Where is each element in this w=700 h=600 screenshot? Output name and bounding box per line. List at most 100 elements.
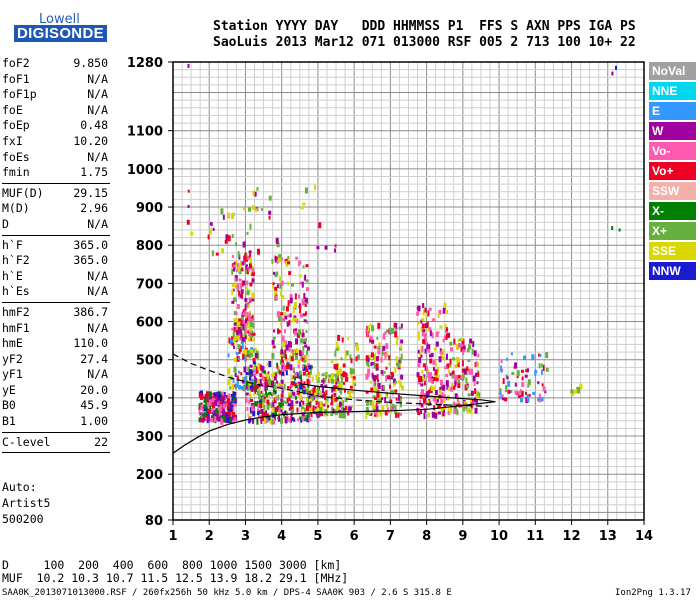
echo-point <box>254 387 257 393</box>
param-name: foF1 <box>2 71 30 86</box>
echo-point <box>232 377 235 383</box>
param-value: 1.75 <box>80 165 108 180</box>
echo-point <box>432 366 435 371</box>
param-value: 10.20 <box>73 133 108 148</box>
echo-point <box>239 293 242 298</box>
echo-point <box>321 387 324 394</box>
echo-point <box>440 353 444 359</box>
echo-point <box>500 394 504 400</box>
echo-point <box>382 335 386 340</box>
echo-point <box>253 369 256 373</box>
echo-point <box>302 371 306 376</box>
echo-point <box>300 338 304 344</box>
echo-point <box>537 381 540 385</box>
echo-point <box>473 382 476 387</box>
echo-point <box>449 407 452 414</box>
echo-point <box>299 384 303 390</box>
echo-point <box>260 390 263 394</box>
echo-point <box>424 409 427 413</box>
echo-point <box>430 385 433 392</box>
echo-point <box>577 387 581 394</box>
echo-point <box>516 391 520 396</box>
legend-item: NNW <box>649 262 696 280</box>
echo-point <box>291 349 295 353</box>
echo-point <box>470 390 474 396</box>
echo-point <box>456 361 460 367</box>
echo-point <box>306 320 309 324</box>
param-row: hmE 110.0 <box>2 336 108 352</box>
echo-point <box>439 379 443 386</box>
echo-point <box>298 262 301 267</box>
echo-point <box>371 361 375 365</box>
echo-point <box>234 373 237 378</box>
echo-point <box>289 364 293 371</box>
echo-point <box>321 373 325 377</box>
echo-point <box>384 331 387 336</box>
echo-point <box>246 290 250 296</box>
echo-point <box>540 397 543 403</box>
echo-point <box>284 410 287 415</box>
echo-point <box>248 250 252 254</box>
echo-point <box>334 244 337 248</box>
echo-point <box>297 364 300 369</box>
echo-point <box>420 319 423 324</box>
echo-point <box>417 363 421 368</box>
echo-point <box>249 258 252 265</box>
echo-point <box>254 373 257 377</box>
echo-point <box>437 312 440 318</box>
echo-point <box>271 402 275 408</box>
echo-point <box>282 305 285 311</box>
echo-point <box>238 278 242 282</box>
echo-point <box>305 264 309 268</box>
echo-point <box>230 339 234 345</box>
echo-point <box>450 386 454 392</box>
echo-point <box>287 261 291 265</box>
param-name: C-level <box>2 434 51 449</box>
echo-point <box>303 413 306 419</box>
echo-point <box>254 352 258 358</box>
echo-point <box>240 282 243 289</box>
echo-point <box>457 357 460 363</box>
echo-point <box>227 353 230 358</box>
echo-point <box>302 265 305 269</box>
echo-point <box>331 406 334 412</box>
param-row: foEp 0.48 <box>2 118 108 134</box>
param-value: N/A <box>87 87 108 102</box>
echo-point <box>211 415 215 419</box>
echo-point <box>344 388 347 393</box>
echo-point <box>476 395 479 400</box>
echo-point <box>186 219 190 225</box>
echo-point <box>432 359 436 365</box>
echo-point <box>278 409 281 416</box>
echo-point <box>307 384 310 389</box>
echo-point <box>457 342 460 348</box>
echo-point <box>442 338 445 343</box>
echo-point <box>259 416 263 420</box>
echo-point <box>376 374 379 381</box>
echo-point <box>289 294 293 298</box>
echo-point <box>334 248 337 253</box>
echo-point <box>397 380 401 384</box>
echo-point <box>376 411 379 418</box>
echo-point <box>348 391 352 395</box>
echo-point <box>257 402 260 408</box>
echo-point <box>245 265 248 271</box>
echo-point <box>215 410 219 415</box>
echo-point <box>445 353 448 360</box>
echo-point <box>293 384 296 388</box>
echo-point <box>505 357 508 361</box>
echo-point <box>326 413 329 417</box>
echo-point <box>266 418 269 423</box>
echo-point <box>281 295 285 300</box>
echo-point <box>237 344 241 350</box>
echo-point <box>291 391 295 396</box>
echo-point <box>465 401 468 407</box>
echo-point <box>241 337 245 341</box>
echo-point <box>388 327 392 334</box>
echo-point <box>221 418 224 425</box>
echo-point <box>268 195 272 201</box>
echo-point <box>384 397 387 404</box>
echo-point <box>278 370 282 375</box>
echo-point <box>274 408 277 415</box>
echo-point <box>309 398 312 404</box>
